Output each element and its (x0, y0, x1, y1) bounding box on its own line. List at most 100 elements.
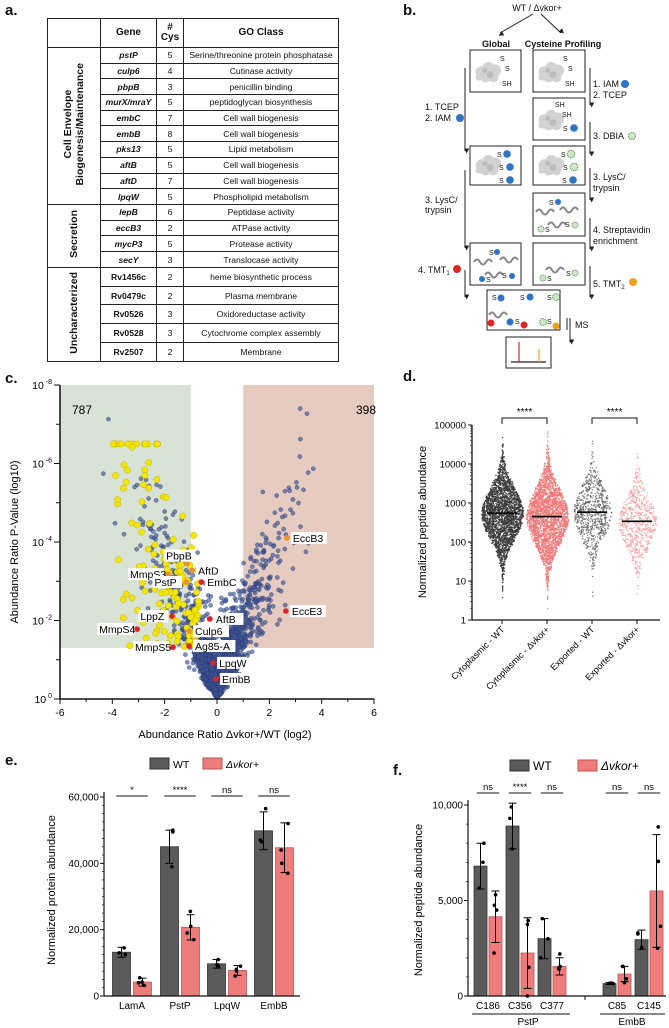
volcano-point (212, 671, 218, 677)
highlight-point (119, 484, 127, 492)
strip-dot (504, 563, 506, 565)
volcano-point (200, 668, 206, 673)
volcano-point (290, 497, 296, 502)
volcano-point (251, 569, 257, 575)
strip-dot (499, 523, 501, 525)
table-row: murX/mraY 5 peptidoglycan biosynthesis (48, 94, 339, 111)
highlight-point (145, 459, 153, 466)
volcano-point (230, 605, 235, 611)
ms-spectrum-icon (511, 342, 546, 363)
volcano-point (259, 576, 265, 582)
peptide-icon (473, 258, 493, 266)
volcano-point (247, 632, 252, 638)
strip-dot (505, 558, 507, 560)
strip-dot (511, 505, 514, 507)
iam-dot-icon (456, 114, 464, 122)
volcano-point (218, 686, 223, 691)
strip-dot (489, 525, 491, 527)
thiol-label: S (547, 295, 552, 302)
tmt2-dot-icon (552, 322, 560, 330)
volcano-point (256, 626, 262, 631)
strip-dot (515, 522, 517, 524)
volcano-point (235, 650, 241, 656)
strip-dot (506, 546, 508, 548)
thiol-label: S (561, 152, 566, 159)
strip-dot (501, 449, 503, 451)
volcano-point (261, 595, 266, 601)
strip-dot (517, 531, 519, 534)
panel-label-f: f. (393, 762, 403, 779)
strip-dot (490, 534, 492, 536)
volcano-point (278, 588, 284, 594)
strip-dot (499, 500, 502, 502)
highlight-point (153, 476, 161, 483)
x-tick-label: 6 (371, 707, 377, 719)
go-class-cell: Membrane (183, 342, 339, 362)
strip-dot (495, 500, 497, 502)
volcano-point (153, 536, 158, 542)
table-header-row: Gene # Cys GO Class (47, 18, 339, 48)
region-count-down: 787 (72, 403, 92, 417)
highlight-point (179, 512, 186, 520)
volcano-point (287, 488, 292, 494)
strip-dot (497, 495, 499, 497)
volcano-point (250, 564, 255, 569)
volcano-point (183, 567, 189, 573)
strip-dot (503, 476, 505, 479)
highlight-point (128, 519, 136, 527)
strip-dot (484, 524, 486, 526)
volcano-point (276, 560, 281, 565)
strip-dot (503, 570, 505, 572)
category-cell: Secretion (47, 203, 101, 268)
strip-dot (500, 461, 502, 463)
strip-dot (502, 526, 504, 528)
volcano-point (154, 482, 159, 488)
strip-dot (500, 537, 502, 539)
strip-dot (504, 561, 506, 563)
volcano-point (170, 512, 176, 517)
table-row: Rv2507 2 Membrane (48, 342, 339, 362)
strip-dot (504, 519, 506, 522)
strip-dot (505, 532, 507, 534)
panel-label-d: d. (403, 368, 417, 385)
highlight-point (140, 481, 147, 488)
volcano-point (247, 569, 253, 574)
strip-dot (494, 507, 496, 509)
volcano-point (138, 543, 143, 548)
highlight-point (126, 642, 134, 650)
volcano-point (227, 591, 233, 597)
ms-label: MS (575, 320, 589, 330)
volcano-point (171, 623, 177, 628)
volcano-point (243, 580, 248, 586)
point-label: Ag85-A (195, 641, 230, 653)
labeled-point (207, 616, 213, 622)
labeled-point (213, 676, 219, 682)
strip-dot (494, 514, 496, 516)
volcano-point (190, 660, 196, 666)
volcano-point (276, 535, 281, 541)
strip-dot (503, 501, 505, 503)
table-row: mycP3 5 Protease activity (48, 235, 339, 253)
protein-icon (475, 61, 502, 83)
strip-dot (508, 547, 510, 549)
strip-dot (489, 538, 491, 540)
highlight-point (145, 484, 153, 492)
thiol-label: S (500, 56, 505, 63)
dbia-dot-icon (552, 293, 560, 301)
strip-dot (498, 501, 500, 503)
peptide-icon (547, 221, 567, 229)
volcano-point (282, 602, 288, 608)
strip-dot (500, 496, 502, 498)
volcano-point (267, 576, 272, 581)
volcano-point (263, 535, 269, 540)
volcano-point (250, 596, 255, 602)
strip-dot (501, 515, 503, 517)
strip-dot (503, 468, 505, 471)
strip-dot (505, 480, 507, 483)
volcano-point (259, 621, 265, 627)
strip-dot (503, 568, 505, 570)
volcano-point (241, 560, 246, 566)
strip-dot (503, 515, 505, 517)
strip-dot (498, 530, 500, 532)
strip-dot (505, 539, 507, 541)
